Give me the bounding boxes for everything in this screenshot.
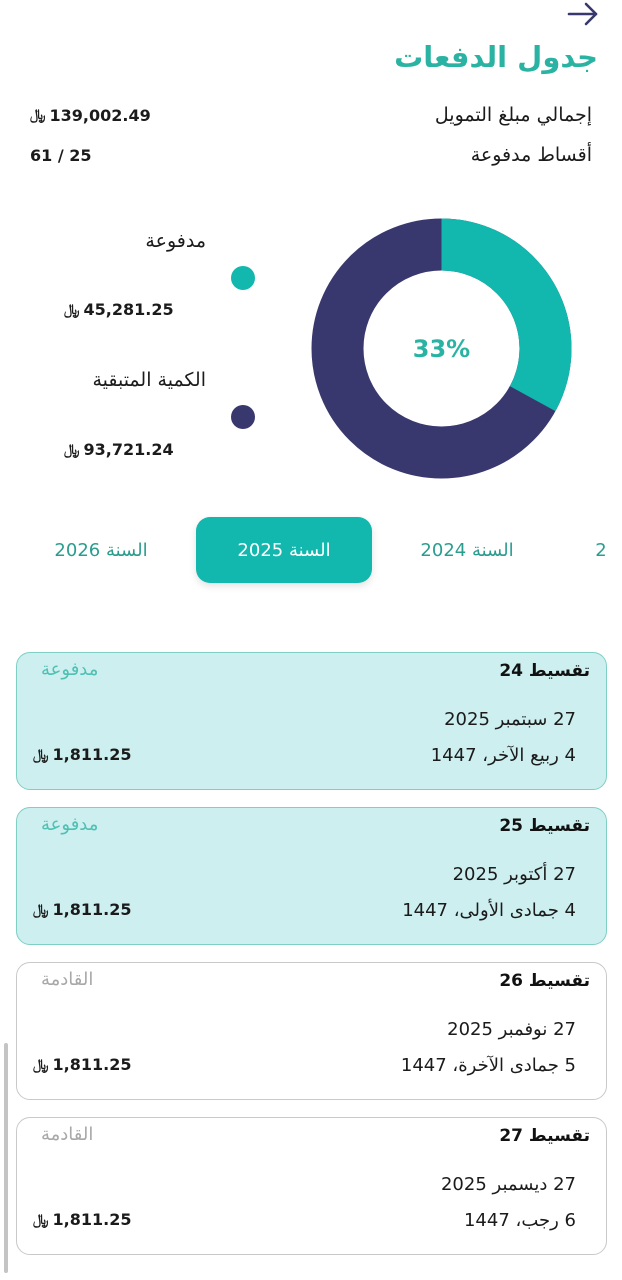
legend-remaining-value: ﷼ 93,721.24 xyxy=(64,440,174,459)
riyal-icon: ﷼ xyxy=(64,441,80,458)
installment-title: تقسيط 26 xyxy=(499,971,590,991)
paid-installments-row: أقساط مدفوعة 61 / 25 xyxy=(30,140,592,170)
gregorian-date: 27 سبتمبر 2025 xyxy=(444,709,576,730)
gregorian-date: 27 نوفمبر 2025 xyxy=(447,1019,576,1040)
tab-year-2024[interactable]: السنة 2024 xyxy=(420,539,514,561)
hijri-date: 4 ربيع الآخر، 1447 xyxy=(430,745,576,766)
installment-title: تقسيط 27 xyxy=(499,1126,590,1146)
donut-percentage: 33% xyxy=(412,334,471,363)
riyal-icon: ﷼ xyxy=(33,1211,49,1228)
total-financing-row: إجمالي مبلغ التمويل ﷼ 139,002.49 xyxy=(30,100,592,130)
installment-title: تقسيط 24 xyxy=(499,661,590,681)
riyal-icon: ﷼ xyxy=(30,107,46,123)
hijri-date: 5 جمادى الآخرة، 1447 xyxy=(400,1055,576,1076)
riyal-icon: ﷼ xyxy=(64,301,80,318)
installment-amount: ﷼ 1,811.25 xyxy=(33,745,131,764)
legend-paid-label: مدفوعة xyxy=(145,230,206,252)
installment-card-25[interactable]: تقسيط 25 مدفوعة 27 أكتوبر 2025 4 جمادى ا… xyxy=(16,807,607,945)
installment-card-26[interactable]: تقسيط 26 القادمة 27 نوفمبر 2025 5 جمادى … xyxy=(16,962,607,1100)
amount-value: 1,811.25 xyxy=(52,1210,132,1229)
page-title: جدول الدفعات xyxy=(394,40,598,74)
installment-title: تقسيط 25 xyxy=(499,816,590,836)
riyal-icon: ﷼ xyxy=(33,746,49,763)
back-button[interactable] xyxy=(566,0,600,28)
amount-value: 1,811.25 xyxy=(52,745,132,764)
riyal-icon: ﷼ xyxy=(33,1056,49,1073)
riyal-icon: ﷼ xyxy=(33,901,49,918)
status-badge: مدفوعة xyxy=(41,659,99,680)
scrollbar[interactable] xyxy=(4,1043,8,1273)
total-financing-amount: 139,002.49 xyxy=(49,105,151,125)
installment-amount: ﷼ 1,811.25 xyxy=(33,1055,131,1074)
arrow-right-icon xyxy=(567,2,598,26)
paid-installments-value: 61 / 25 xyxy=(30,145,92,165)
legend-remaining-dot xyxy=(231,405,255,429)
tab-year-2025[interactable]: السنة 2025 xyxy=(196,517,372,583)
gregorian-date: 27 ديسمبر 2025 xyxy=(440,1174,576,1195)
total-financing-label: إجمالي مبلغ التمويل xyxy=(434,104,592,126)
legend-remaining-label: الكمية المتبقية xyxy=(92,369,206,391)
amount-value: 1,811.25 xyxy=(52,900,132,919)
legend-remaining-amount: 93,721.24 xyxy=(83,440,174,459)
tab-year-2026[interactable]: السنة 2026 xyxy=(54,539,148,561)
paid-segment xyxy=(311,218,572,479)
legend-paid-dot xyxy=(231,266,255,290)
legend-paid-amount: 45,281.25 xyxy=(83,300,174,319)
status-badge: مدفوعة xyxy=(41,814,99,835)
year-tabs: السنة 2026 السنة 2025 السنة 2024 2 xyxy=(0,517,622,583)
amount-value: 1,811.25 xyxy=(52,1055,132,1074)
hijri-date: 4 جمادى الأولى، 1447 xyxy=(402,900,576,921)
installment-amount: ﷼ 1,811.25 xyxy=(33,1210,131,1229)
tab-year-2023[interactable]: 2 xyxy=(595,539,607,561)
donut-chart xyxy=(311,218,572,479)
status-badge: القادمة xyxy=(41,1124,94,1145)
installments-list: تقسيط 24 مدفوعة 27 سبتمبر 2025 4 ربيع ال… xyxy=(16,652,607,1272)
gregorian-date: 27 أكتوبر 2025 xyxy=(452,864,576,885)
installment-amount: ﷼ 1,811.25 xyxy=(33,900,131,919)
status-badge: القادمة xyxy=(41,969,94,990)
installment-card-27[interactable]: تقسيط 27 القادمة 27 ديسمبر 2025 6 رجب، 1… xyxy=(16,1117,607,1255)
hijri-date: 6 رجب، 1447 xyxy=(463,1210,576,1231)
legend-paid-value: ﷼ 45,281.25 xyxy=(64,300,174,319)
paid-installments-label: أقساط مدفوعة xyxy=(470,144,592,166)
installment-card-24[interactable]: تقسيط 24 مدفوعة 27 سبتمبر 2025 4 ربيع ال… xyxy=(16,652,607,790)
total-financing-value: ﷼ 139,002.49 xyxy=(30,106,151,125)
